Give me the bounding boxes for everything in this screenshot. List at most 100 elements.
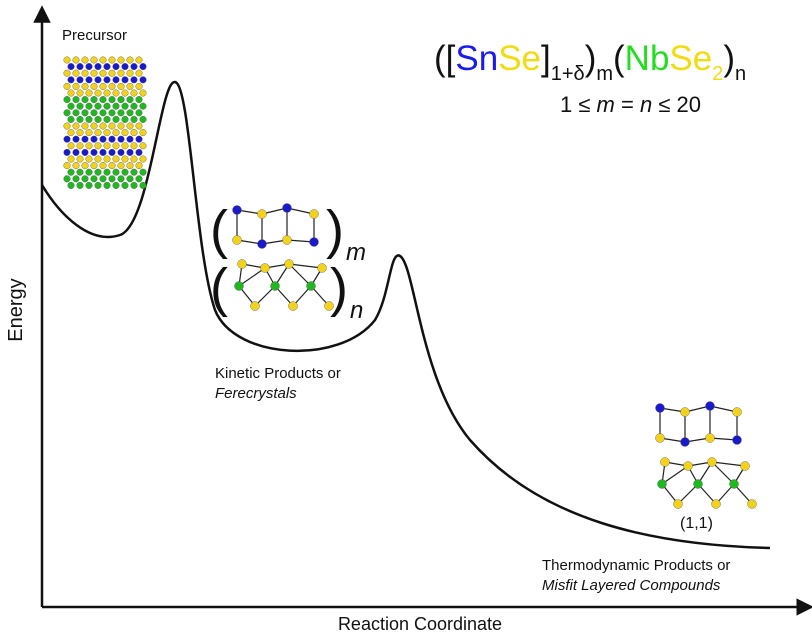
atom [112,142,120,150]
kinetic-label: Ferecrystals [215,385,297,402]
atom [63,82,71,90]
atom [67,155,75,163]
atom [76,142,84,150]
thermo-label: Thermodynamic Products or [542,557,730,574]
atom [85,76,93,84]
atom [683,461,693,471]
atom [81,96,89,104]
atom [99,135,107,143]
atom [139,168,147,176]
atom [130,155,138,163]
atom [660,457,670,467]
condition-part: = [615,92,640,117]
paren: ( [210,258,228,318]
formula-subscript: 1+δ [551,63,585,85]
atom [732,407,742,417]
atom [108,82,116,90]
atom [112,115,120,123]
atom [76,63,84,71]
atom [284,259,294,269]
x-axis-label: Reaction Coordinate [338,614,502,634]
atom [99,162,107,170]
bond [711,461,746,467]
atom [112,76,120,84]
atom [139,102,147,110]
atom [103,155,111,163]
formula-part: ) [585,39,597,78]
paren: ) [330,258,348,318]
atom [81,135,89,143]
atom [67,181,75,189]
atom [63,96,71,104]
atom [85,63,93,71]
atom [112,63,120,71]
bond [711,461,735,485]
atom [103,63,111,71]
atom [121,63,129,71]
formula: ([SnSe]1+δ)m(NbSe2)n [434,39,746,85]
atom [126,135,134,143]
atom [94,129,102,137]
atom [135,162,143,170]
atom [99,148,107,156]
atom [117,135,125,143]
formula-part: Nb [625,39,670,78]
atom [740,461,750,471]
bond [288,263,323,269]
bond [254,285,276,307]
atom [108,56,116,64]
atom [67,115,75,123]
formula-subscript: 2 [712,63,723,85]
formula-part: Sn [455,39,498,78]
atom [112,102,120,110]
formula-part: Se [498,39,541,78]
atom [76,181,84,189]
misfit-label: (1,1) [680,515,713,532]
atom [94,115,102,123]
bond [288,263,312,287]
atom [130,63,138,71]
atom [99,82,107,90]
atom [288,301,298,311]
atom [63,162,71,170]
atom [257,209,267,219]
atom [112,181,120,189]
atom [99,122,107,130]
atom [117,162,125,170]
atom [90,109,98,117]
thermo-label: Misfit Layered Compounds [542,577,721,594]
atom [72,148,80,156]
atom [121,155,129,163]
atom [72,96,80,104]
atom [81,56,89,64]
atom [108,69,116,77]
atom [112,89,120,97]
atom [72,56,80,64]
atom [729,479,739,489]
paren: ( [210,200,228,260]
atom [81,82,89,90]
energy-curve [40,80,771,550]
atom [85,89,93,97]
atom [108,148,116,156]
atom [90,175,98,183]
atom [309,237,319,247]
condition-part: ≤ 20 [652,92,701,117]
atom [657,479,667,489]
atom [139,89,147,97]
atom [126,69,134,77]
atom [680,437,690,447]
atom [130,168,138,176]
atom [108,162,116,170]
atom [63,175,71,183]
atom [112,155,120,163]
atom [63,135,71,143]
atom [67,168,75,176]
atom [103,76,111,84]
atom [76,168,84,176]
y-axis-label: Energy [5,278,27,341]
subscript-m: m [346,239,366,266]
formula-part: ) [723,39,735,78]
atom [707,457,717,467]
atom [94,168,102,176]
